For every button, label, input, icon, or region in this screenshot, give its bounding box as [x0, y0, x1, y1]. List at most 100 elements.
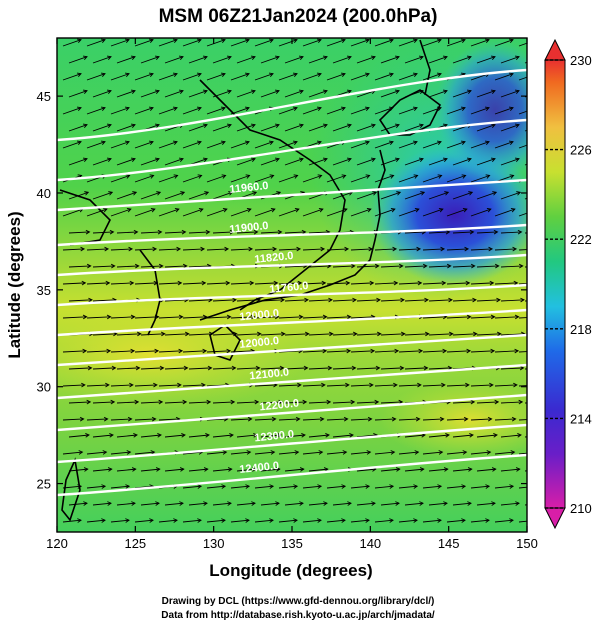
wind-arrow [398, 485, 418, 489]
wind-arrowhead [226, 55, 232, 60]
wind-arrowhead [110, 399, 116, 405]
wind-arrowhead [484, 106, 490, 111]
x-tick-label: 150 [516, 536, 538, 551]
wind-arrow [302, 107, 322, 115]
wind-arrowhead [293, 174, 299, 179]
china-coast [59, 189, 111, 246]
wind-arrowhead [463, 416, 469, 422]
wind-arrow [500, 56, 520, 64]
wind-arrowhead [222, 450, 228, 455]
wind-arrowhead [316, 38, 322, 43]
wind-arrow [422, 39, 442, 47]
wind-arrowhead [124, 140, 130, 145]
wind-arrowhead [106, 123, 112, 128]
wind-arrowhead [82, 89, 88, 94]
wind-arrow [212, 367, 236, 370]
wind-arrowhead [126, 207, 132, 213]
wind-arrow [254, 141, 274, 149]
x-axis-label: Longitude (degrees) [209, 561, 372, 580]
mainland-coast [199, 79, 346, 311]
wind-arrowhead [518, 263, 524, 269]
wind-arrow [374, 208, 395, 217]
wind-arrow [494, 519, 514, 523]
wind-arrowhead [83, 467, 89, 472]
wind-arrowhead [106, 157, 112, 162]
wind-arrow [452, 401, 475, 404]
wind-arrowhead [322, 314, 328, 320]
height-contour [57, 283, 527, 307]
wind-arrow [404, 158, 424, 166]
wind-arrowhead [269, 174, 275, 179]
wind-arrowhead [346, 89, 352, 94]
wind-arrow [446, 384, 469, 387]
wind-arrow [302, 39, 322, 47]
wind-arrow [86, 384, 109, 387]
contour-label: 11960.0 [229, 180, 269, 196]
wind-arrow [116, 158, 136, 166]
wind-arrow [350, 175, 370, 183]
wind-arrowhead [346, 348, 352, 354]
wind-arrow [254, 175, 274, 183]
wind-arrowhead [197, 174, 203, 179]
wind-arrow [452, 158, 472, 166]
wind-arrow [212, 231, 234, 234]
wind-arrowhead [340, 38, 346, 43]
wind-arrow [188, 367, 212, 370]
wind-arrow [236, 502, 256, 506]
wind-arrow [164, 299, 189, 302]
wind-arrowhead [131, 501, 136, 506]
wind-arrowhead [107, 501, 112, 506]
height-contour [57, 333, 527, 367]
wind-arrow [332, 333, 357, 336]
wind-arrow [206, 208, 227, 217]
wind-arrowhead [274, 55, 280, 60]
wind-arrowhead [490, 348, 496, 354]
wind-arrow [500, 299, 525, 302]
wind-arrowhead [270, 207, 276, 213]
wind-arrow [500, 191, 521, 200]
height-contour [57, 453, 527, 497]
wind-arrow [500, 158, 520, 166]
wind-arrowhead [417, 280, 423, 286]
wind-arrow [62, 141, 82, 149]
wind-arrowhead [327, 365, 333, 371]
wind-arrowhead [395, 467, 401, 472]
wind-arrow [188, 231, 210, 234]
wind-arrowhead [485, 518, 490, 523]
wind-arrowhead [352, 331, 358, 337]
wind-arrow [134, 384, 157, 387]
wind-arrow [140, 502, 160, 506]
wind-arrowhead [465, 382, 470, 388]
wind-arrow [404, 333, 429, 336]
wind-arrowhead [539, 90, 543, 94]
wind-arrowhead [270, 450, 276, 455]
wind-arrow [470, 39, 490, 47]
wind-arrow [86, 73, 106, 81]
height-contour [57, 253, 527, 277]
wind-arrow [524, 436, 527, 438]
wind-arrowhead [274, 157, 280, 162]
wind-arrowhead [277, 229, 283, 235]
wind-arrow [254, 248, 277, 251]
wind-arrow [230, 519, 250, 523]
wind-arrow [356, 158, 376, 166]
wind-arrow [68, 124, 88, 132]
wind-arrow [518, 486, 527, 489]
wind-arrowhead [279, 365, 285, 371]
wind-arrow [446, 141, 466, 149]
wind-arrowhead [436, 140, 442, 145]
wind-arrowhead [245, 174, 251, 179]
wind-arrow [524, 129, 527, 132]
wind-arrowhead [322, 89, 328, 94]
wind-arrow [476, 231, 498, 234]
wind-arrow [206, 451, 227, 455]
wind-arrowhead [323, 501, 328, 506]
wind-arrowhead [83, 536, 87, 540]
wind-arrow [476, 90, 496, 98]
wind-arrow [134, 39, 154, 47]
wind-arrowhead [103, 416, 109, 422]
wind-arrow [206, 175, 226, 183]
wind-arrowhead [511, 416, 517, 422]
wind-arrowhead [232, 297, 237, 303]
wind-arrowhead [179, 501, 184, 506]
